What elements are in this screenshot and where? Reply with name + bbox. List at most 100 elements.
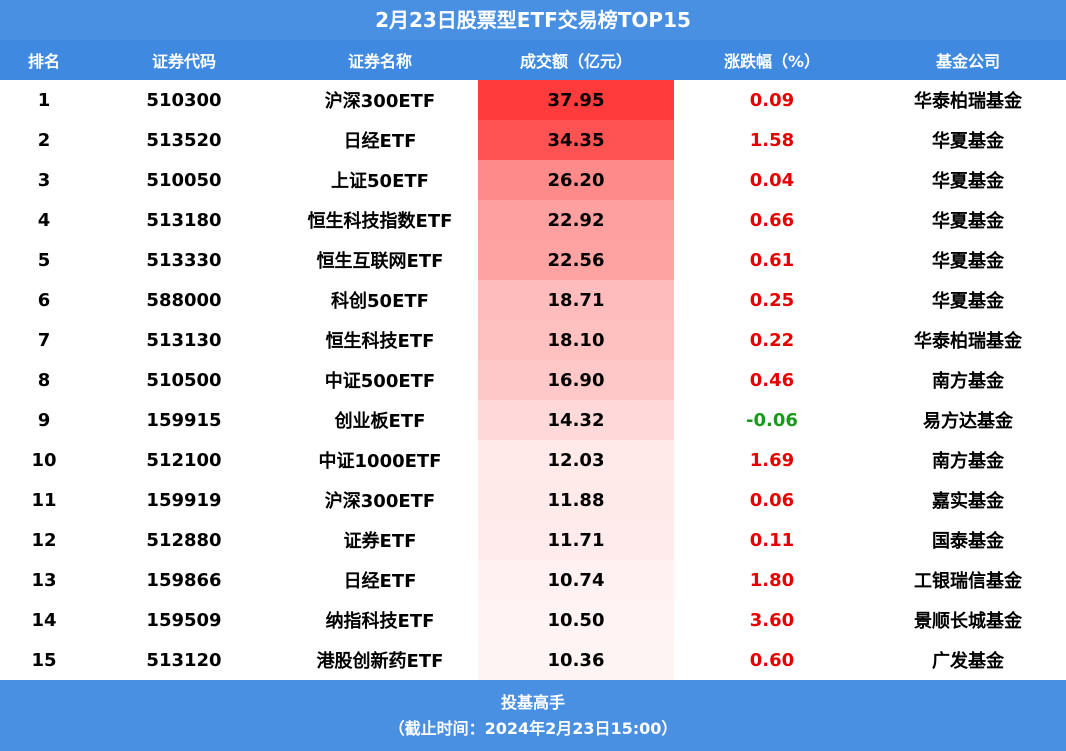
table-row: 11 159919 沪深300ETF 11.88 0.06 嘉实基金 <box>0 480 1066 520</box>
rank-cell: 15 <box>31 649 57 671</box>
name-cell: 科创50ETF <box>331 291 429 312</box>
code-cell: 510050 <box>146 169 222 191</box>
rank-cell: 5 <box>37 249 51 271</box>
rank-cell: 6 <box>37 289 51 311</box>
table-row: 4 513180 恒生科技指数ETF 22.92 0.66 华夏基金 <box>0 200 1066 240</box>
company-cell: 工银瑞信基金 <box>914 571 1022 592</box>
change-cell: 0.09 <box>749 89 795 111</box>
rank-cell: 3 <box>37 169 51 191</box>
change-cell: 0.04 <box>749 169 795 191</box>
volume-cell: 22.56 <box>478 240 674 280</box>
table-row: 7 513130 恒生科技ETF 18.10 0.22 华泰柏瑞基金 <box>0 320 1066 360</box>
code-cell: 512880 <box>146 529 222 551</box>
header-company: 基金公司 <box>935 52 1000 71</box>
footer-cutoff: （截止时间：2024年2月23日15:00） <box>388 718 678 738</box>
name-cell: 中证1000ETF <box>318 451 442 472</box>
name-cell: 纳指科技ETF <box>325 611 435 632</box>
company-cell: 景顺长城基金 <box>914 611 1022 632</box>
change-cell: 1.69 <box>749 449 795 471</box>
header-name: 证券名称 <box>347 52 412 71</box>
change-cell: 0.06 <box>749 489 795 511</box>
volume-cell: 11.88 <box>478 480 674 520</box>
table-body: 1 510300 沪深300ETF 37.95 0.09 华泰柏瑞基金 2 513520 日经E… <box>0 80 1066 680</box>
volume-cell: 37.95 <box>478 80 674 120</box>
table-row: 1 510300 沪深300ETF 37.95 0.09 华泰柏瑞基金 <box>0 80 1066 120</box>
code-cell: 513180 <box>146 209 222 231</box>
volume-cell: 10.74 <box>478 560 674 600</box>
footer: 投基高手 （截止时间：2024年2月23日15:00） <box>0 680 1066 751</box>
volume-cell: 18.10 <box>478 320 674 360</box>
name-cell: 中证500ETF <box>324 371 436 392</box>
rank-cell: 11 <box>31 489 57 511</box>
change-cell: 0.11 <box>749 529 795 551</box>
code-cell: 588000 <box>146 289 222 311</box>
company-cell: 华夏基金 <box>932 171 1004 192</box>
name-cell: 恒生科技ETF <box>325 331 435 352</box>
name-cell: 沪深300ETF <box>324 91 436 112</box>
footer-brand: 投基高手 <box>500 692 565 712</box>
change-cell: 0.61 <box>749 249 795 271</box>
volume-cell: 12.03 <box>478 440 674 480</box>
table-row: 6 588000 科创50ETF 18.71 0.25 华夏基金 <box>0 280 1066 320</box>
volume-cell: 10.36 <box>478 640 674 680</box>
rank-cell: 7 <box>37 329 51 351</box>
rank-cell: 4 <box>37 209 51 231</box>
header-code: 证券代码 <box>151 52 216 71</box>
change-cell: 0.22 <box>749 329 795 351</box>
name-cell: 日经ETF <box>343 131 417 152</box>
code-cell: 510500 <box>146 369 222 391</box>
company-cell: 华夏基金 <box>932 291 1004 312</box>
volume-cell: 10.50 <box>478 600 674 640</box>
change-cell: 1.58 <box>749 129 795 151</box>
table-row: 12 512880 证券ETF 11.71 0.11 国泰基金 <box>0 520 1066 560</box>
change-cell: 3.60 <box>749 609 795 631</box>
volume-cell: 11.71 <box>478 520 674 560</box>
code-cell: 159919 <box>146 489 222 511</box>
change-cell: 1.80 <box>749 569 795 591</box>
table-row: 10 512100 中证1000ETF 12.03 1.69 南方基金 <box>0 440 1066 480</box>
rank-cell: 14 <box>31 609 57 631</box>
code-cell: 513520 <box>146 129 222 151</box>
change-cell: 0.46 <box>749 369 795 391</box>
rank-cell: 8 <box>37 369 51 391</box>
header-change: 涨跌幅（%） <box>723 52 821 71</box>
company-cell: 华夏基金 <box>932 251 1004 272</box>
name-cell: 沪深300ETF <box>324 491 436 512</box>
rank-cell: 13 <box>31 569 57 591</box>
volume-cell: 18.71 <box>478 280 674 320</box>
table-header: 排名 证券代码 证券名称 成交额（亿元） 涨跌幅（%） 基金公司 <box>0 40 1066 80</box>
company-cell: 华夏基金 <box>932 211 1004 232</box>
rank-cell: 9 <box>37 409 51 431</box>
company-cell: 南方基金 <box>932 371 1004 392</box>
table-row: 9 159915 创业板ETF 14.32 -0.06 易方达基金 <box>0 400 1066 440</box>
name-cell: 上证50ETF <box>331 171 429 192</box>
company-cell: 南方基金 <box>932 451 1004 472</box>
code-cell: 513330 <box>146 249 222 271</box>
table-row: 15 513120 港股创新药ETF 10.36 0.60 广发基金 <box>0 640 1066 680</box>
header-rank: 排名 <box>27 52 60 71</box>
rank-cell: 10 <box>31 449 57 471</box>
code-cell: 159866 <box>146 569 222 591</box>
name-cell: 创业板ETF <box>334 411 426 432</box>
change-cell: 0.25 <box>749 289 795 311</box>
change-cell: 0.60 <box>749 649 795 671</box>
rank-cell: 12 <box>31 529 57 551</box>
table-row: 2 513520 日经ETF 34.35 1.58 华夏基金 <box>0 120 1066 160</box>
company-cell: 嘉实基金 <box>932 491 1004 512</box>
name-cell: 港股创新药ETF <box>316 651 444 672</box>
change-cell: 0.66 <box>749 209 795 231</box>
volume-cell: 22.92 <box>478 200 674 240</box>
company-cell: 广发基金 <box>932 651 1004 672</box>
table-row: 8 510500 中证500ETF 16.90 0.46 南方基金 <box>0 360 1066 400</box>
table-row: 14 159509 纳指科技ETF 10.50 3.60 景顺长城基金 <box>0 600 1066 640</box>
volume-cell: 34.35 <box>478 120 674 160</box>
name-cell: 恒生互联网ETF <box>316 251 444 272</box>
company-cell: 易方达基金 <box>923 411 1013 432</box>
code-cell: 513130 <box>146 329 222 351</box>
page-title: 2月23日股票型ETF交易榜TOP15 <box>0 0 1066 40</box>
name-cell: 恒生科技指数ETF <box>307 211 453 232</box>
rank-cell: 2 <box>37 129 51 151</box>
company-cell: 国泰基金 <box>932 531 1004 552</box>
company-cell: 华夏基金 <box>932 131 1004 152</box>
